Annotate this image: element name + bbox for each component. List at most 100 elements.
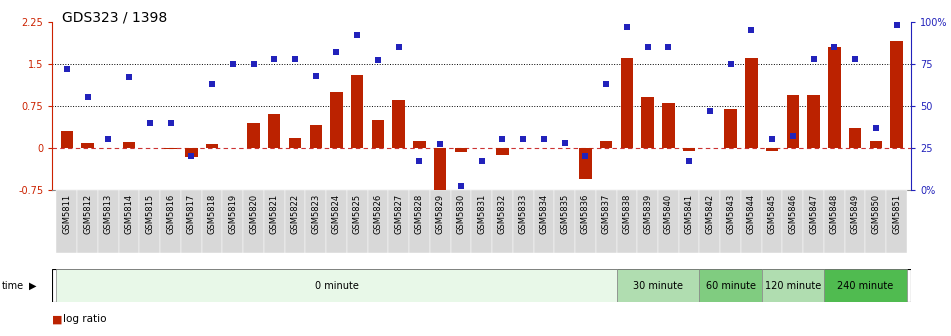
Bar [309, 125, 322, 148]
Point [640, 44, 655, 50]
Point [433, 142, 448, 147]
Point [723, 61, 738, 67]
Text: GSM5841: GSM5841 [685, 194, 693, 234]
Text: GSM5825: GSM5825 [353, 194, 361, 234]
Bar [762, 269, 824, 302]
Bar [828, 47, 841, 148]
Bar [595, 190, 616, 253]
Point [163, 120, 178, 125]
Text: 120 minute: 120 minute [765, 281, 821, 291]
Point [598, 81, 613, 87]
Bar [351, 75, 363, 148]
Text: GSM5851: GSM5851 [892, 194, 901, 234]
Point [744, 28, 759, 33]
Bar [616, 269, 700, 302]
Bar [372, 120, 384, 148]
Bar [263, 190, 284, 253]
Point [204, 81, 220, 87]
Text: GSM5842: GSM5842 [706, 194, 714, 234]
Bar [658, 190, 679, 253]
Bar [455, 148, 467, 152]
Bar [140, 190, 160, 253]
Point [412, 159, 427, 164]
Point [143, 120, 158, 125]
Text: GSM5818: GSM5818 [207, 194, 217, 234]
Bar [534, 190, 554, 253]
Point [661, 44, 676, 50]
Bar [451, 190, 472, 253]
Text: GSM5822: GSM5822 [290, 194, 300, 234]
Point [101, 137, 116, 142]
Bar [844, 190, 865, 253]
Point [619, 24, 634, 30]
Bar [637, 190, 658, 253]
Text: GSM5850: GSM5850 [871, 194, 881, 234]
Bar [247, 123, 260, 148]
Bar [786, 95, 799, 148]
Bar [330, 92, 342, 148]
Bar [554, 190, 575, 253]
Text: GSM5839: GSM5839 [643, 194, 652, 234]
Text: log ratio: log ratio [63, 314, 107, 324]
Point [59, 66, 74, 72]
Point [765, 137, 780, 142]
Point [702, 108, 717, 114]
Bar [181, 190, 202, 253]
Bar [700, 269, 762, 302]
Bar [890, 41, 902, 148]
Text: GSM5836: GSM5836 [581, 194, 590, 234]
Bar [160, 190, 181, 253]
Bar [414, 141, 426, 148]
Bar [824, 269, 907, 302]
Bar [869, 140, 882, 148]
Point [805, 56, 821, 61]
Bar [82, 143, 94, 148]
Bar [865, 190, 886, 253]
Point [184, 154, 199, 159]
Text: GSM5843: GSM5843 [727, 194, 735, 234]
Text: GSM5821: GSM5821 [270, 194, 279, 234]
Text: GSM5840: GSM5840 [664, 194, 673, 234]
Bar [430, 190, 451, 253]
Bar [284, 190, 305, 253]
Text: ▶: ▶ [29, 281, 36, 291]
Bar [662, 103, 674, 148]
Bar [492, 190, 513, 253]
Text: GSM5820: GSM5820 [249, 194, 258, 234]
Point [578, 154, 593, 159]
Text: GSM5811: GSM5811 [63, 194, 71, 234]
Bar [123, 142, 135, 148]
Point [682, 159, 697, 164]
Bar [886, 190, 907, 253]
Point [868, 125, 883, 130]
Text: GSM5829: GSM5829 [436, 194, 445, 234]
Bar [205, 144, 218, 148]
Bar [243, 190, 263, 253]
Text: GSM5827: GSM5827 [395, 194, 403, 234]
Bar [56, 190, 77, 253]
Point [370, 58, 385, 63]
Point [308, 73, 323, 78]
Bar [326, 190, 347, 253]
Bar [185, 148, 198, 157]
Bar [720, 190, 741, 253]
Point [80, 95, 95, 100]
Point [826, 44, 842, 50]
Bar [61, 131, 73, 148]
Point [889, 23, 904, 28]
Text: GDS323 / 1398: GDS323 / 1398 [62, 10, 167, 24]
Point [515, 137, 531, 142]
Text: GSM5813: GSM5813 [104, 194, 113, 234]
Text: GSM5838: GSM5838 [622, 194, 631, 234]
Point [495, 137, 510, 142]
Text: GSM5815: GSM5815 [146, 194, 154, 234]
Bar [305, 190, 326, 253]
Bar [388, 190, 409, 253]
Bar [575, 190, 595, 253]
Bar [600, 141, 612, 148]
Text: GSM5831: GSM5831 [477, 194, 486, 234]
Bar [807, 95, 820, 148]
Point [475, 159, 490, 164]
Bar [98, 190, 119, 253]
Text: 0 minute: 0 minute [315, 281, 359, 291]
